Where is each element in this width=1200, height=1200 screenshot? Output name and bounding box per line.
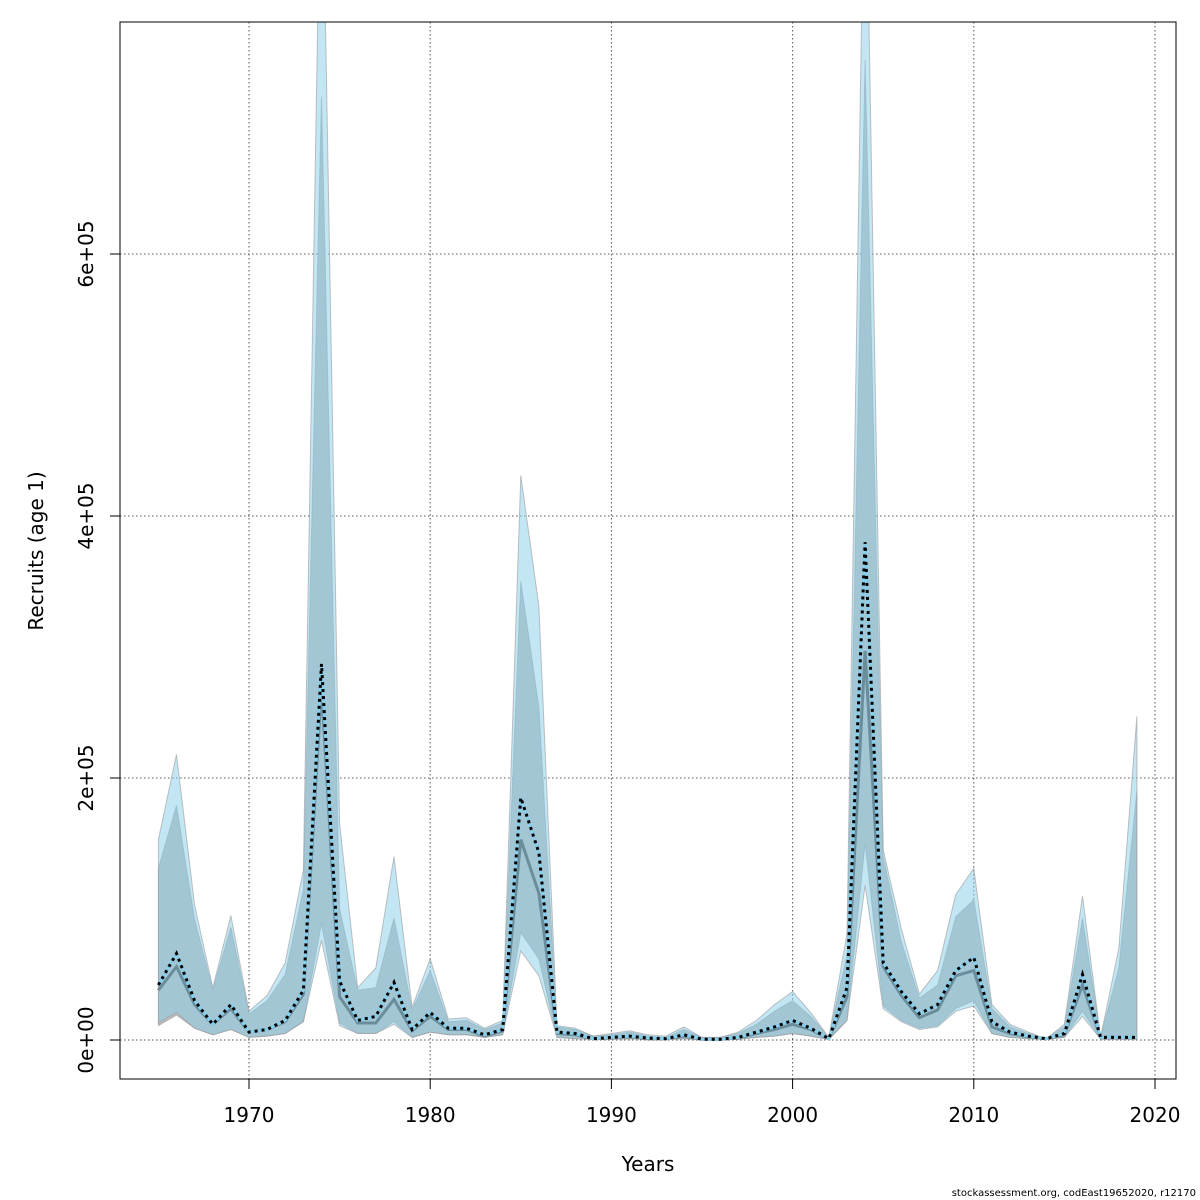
x-tick-label: 2010 xyxy=(948,1103,999,1127)
estimate-line-model-b xyxy=(157,542,1137,1041)
x-tick-label: 1970 xyxy=(224,1103,275,1127)
confidence-band-model-b xyxy=(157,22,1138,1041)
y-tick-label: 2e+05 xyxy=(74,744,98,811)
x-tick-label: 1980 xyxy=(405,1103,456,1127)
plot-frame xyxy=(119,21,1177,1080)
gridlines xyxy=(120,22,1176,1079)
x-axis-title: Years xyxy=(621,1152,675,1176)
x-tick-label: 2020 xyxy=(1130,1103,1181,1127)
axes: 1970 1980 1990 2000 2010 2020 0e+00 2e+05 4e+05 6… xyxy=(74,220,1180,1127)
footer-credit: stockassessment.org, codEast19652020, r1… xyxy=(952,1188,1196,1199)
y-tick-label: 6e+05 xyxy=(74,220,98,287)
plot-marks xyxy=(157,22,1138,1041)
y-tick-label: 4e+05 xyxy=(74,482,98,549)
y-tick-label: 0e+00 xyxy=(74,1006,98,1073)
x-tick-label: 1990 xyxy=(586,1103,637,1127)
x-tick-label: 2000 xyxy=(767,1103,818,1127)
y-axis-title: Recruits (age 1) xyxy=(24,471,48,630)
